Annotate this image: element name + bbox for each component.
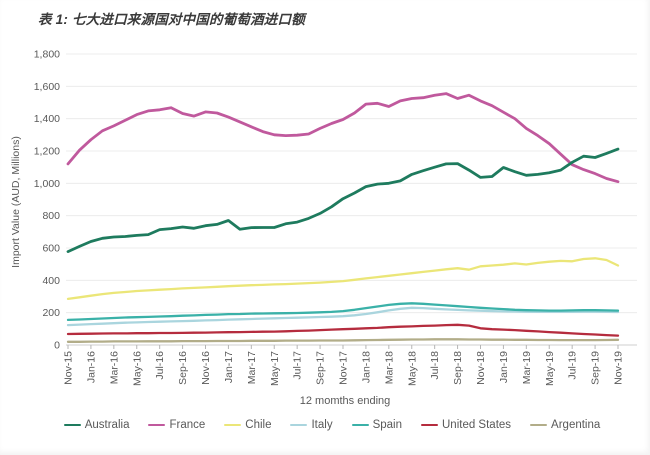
y-tick-label: 0: [54, 340, 60, 352]
y-tick-label: 600: [42, 243, 60, 255]
chart-title: 表 1: 七大进口来源国对中国的葡萄酒进口额: [38, 12, 305, 27]
x-tick-label: Sep-18: [452, 351, 464, 385]
y-tick-label: 1,000: [34, 178, 60, 190]
legend-label: Italy: [311, 419, 333, 431]
x-tick-label: Mar-19: [521, 351, 533, 384]
legend-label: Argentina: [551, 419, 601, 431]
legend-swatch: [530, 423, 548, 427]
x-tick-label: May-16: [131, 351, 143, 386]
x-tick-label: Jan-18: [360, 351, 372, 383]
series-line-france: [66, 92, 620, 184]
x-tick-label: Nov-15: [63, 351, 75, 385]
legend-label: Spain: [372, 419, 402, 431]
legend-label: France: [169, 419, 206, 431]
series-line-united-states: [66, 323, 620, 337]
series-line-italy: [66, 306, 620, 327]
legend-item-argentina: Argentina: [530, 419, 600, 431]
y-tick-label: 1,800: [34, 49, 60, 61]
legend-item-france: France: [148, 419, 205, 431]
x-tick-label: Jan-19: [498, 351, 510, 383]
x-tick-label: May-19: [544, 351, 556, 386]
y-tick-label: 1,200: [34, 146, 60, 158]
gridlines: [66, 53, 637, 346]
series-lines: [66, 92, 620, 343]
x-tick-label: Jul-17: [292, 351, 304, 380]
legend-label: Australia: [84, 419, 130, 431]
legend-item-united-states: United States: [421, 419, 511, 431]
y-tick-label: 800: [42, 210, 60, 222]
y-tick-label: 400: [42, 275, 60, 287]
x-tick-label: May-17: [269, 351, 281, 386]
x-axis-labels: Nov-15 Jan-16 Mar-16 May-16 Jul-16 Sep-16 Nov-…: [63, 351, 625, 386]
x-tick-label: Mar-18: [383, 351, 395, 384]
y-axis-title: Import Value (AUD, Millions): [10, 136, 22, 268]
x-tick-label: Jan-17: [223, 351, 235, 383]
series-line-chile: [66, 257, 620, 301]
x-axis-ticks: [67, 345, 619, 349]
x-tick-label: Sep-16: [177, 351, 189, 385]
x-tick-label: Nov-18: [475, 351, 487, 385]
legend-swatch: [421, 423, 438, 427]
x-tick-label: Jan-16: [85, 351, 97, 383]
x-tick-label: Nov-17: [338, 351, 350, 385]
chart-legend: Australia France Chile Italy Spain United Sta…: [0, 419, 650, 431]
legend-label: United States: [442, 419, 512, 431]
legend-swatch: [351, 423, 369, 427]
x-tick-label: May-18: [406, 351, 418, 386]
legend-item-spain: Spain: [351, 419, 402, 431]
legend-item-australia: Australia: [63, 419, 130, 431]
y-tick-label: 1,400: [34, 113, 60, 125]
legend-item-italy: Italy: [290, 419, 333, 431]
x-tick-label: Sep-17: [315, 351, 327, 385]
x-axis-title: 12 momths ending: [299, 395, 391, 407]
legend-label: Chile: [245, 419, 272, 431]
x-tick-label: Jul-18: [429, 351, 441, 380]
x-tick-label: Mar-16: [108, 351, 120, 384]
legend-item-chile: Chile: [224, 419, 271, 431]
x-tick-label: Jul-16: [154, 351, 166, 380]
y-tick-label: 1,600: [34, 81, 60, 93]
legend-swatch: [224, 423, 242, 427]
series-line-argentina: [66, 338, 620, 343]
legend-swatch: [63, 423, 81, 427]
legend-swatch: [290, 423, 308, 427]
y-axis-labels: 0 200 400 600 800 1,000 1,200 1,400 1,600 1,800: [34, 49, 60, 352]
x-tick-label: Mar-17: [246, 351, 258, 384]
x-tick-label: Sep-19: [590, 351, 602, 385]
legend-swatch: [148, 423, 166, 427]
x-tick-label: Nov-16: [200, 351, 212, 385]
x-tick-label: Jul-19: [567, 351, 579, 380]
y-tick-label: 200: [42, 307, 60, 319]
series-line-australia: [66, 147, 620, 254]
x-tick-label: Nov-19: [613, 351, 625, 385]
series-line-spain: [66, 302, 620, 322]
